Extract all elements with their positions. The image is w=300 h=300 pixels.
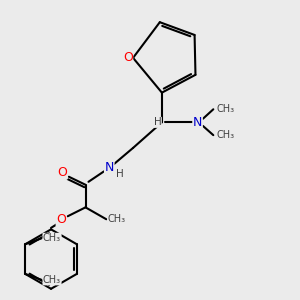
Text: CH₃: CH₃: [43, 275, 61, 285]
Text: N: N: [193, 116, 202, 129]
Text: O: O: [57, 166, 67, 179]
Text: H: H: [116, 169, 124, 179]
Text: O: O: [56, 213, 66, 226]
Text: O: O: [123, 51, 133, 64]
Text: CH₃: CH₃: [43, 233, 61, 243]
Text: CH₃: CH₃: [217, 104, 235, 114]
Text: CH₃: CH₃: [217, 130, 235, 140]
Text: CH₃: CH₃: [108, 214, 126, 224]
Text: H: H: [154, 117, 161, 128]
Text: N: N: [105, 161, 114, 174]
